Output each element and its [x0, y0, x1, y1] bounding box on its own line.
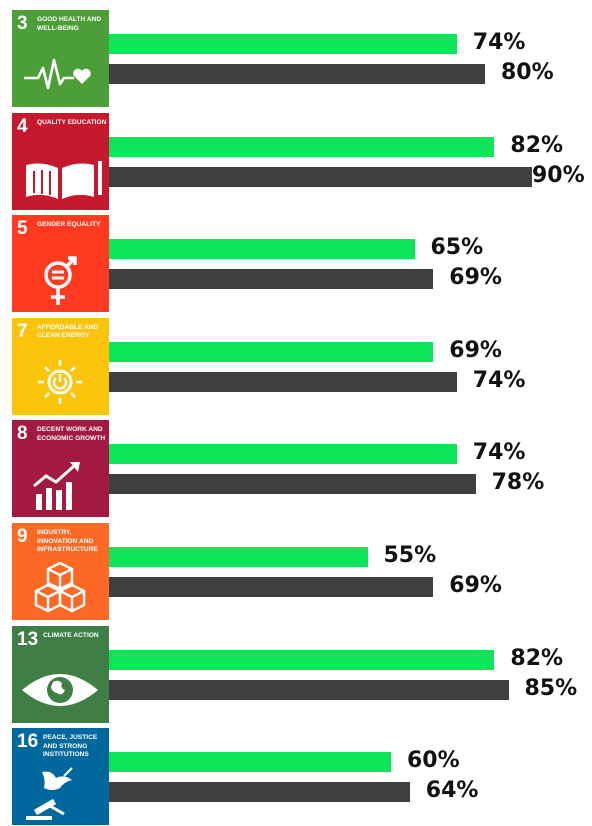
- sdg-goal-tile: 5 GENDER EQUALITY: [12, 215, 109, 313]
- value-label-series-1: 74%: [472, 30, 526, 55]
- bar-series-1: [109, 547, 368, 567]
- sdg-goal-name: QUALITY EDUCATION: [37, 118, 107, 126]
- chart-row: 4 QUALITY EDUCATION 82% 90%: [12, 112, 592, 211]
- value-label-series-2: 74%: [472, 367, 526, 393]
- sdg-goal-number: 8: [17, 423, 28, 445]
- sdg-goal-tile: 16 PEACE, JUSTICE AND STRONG INSTITUTIONS: [12, 728, 109, 826]
- sdg-goal-number: 13: [17, 628, 39, 650]
- sdg-goal-number: 4: [17, 115, 28, 137]
- value-label-series-1: 55%: [383, 543, 437, 568]
- sdg-goal-tile: 8 DECENT WORK AND ECONOMIC GROWTH: [12, 420, 109, 518]
- sdg-goal-name: PEACE, JUSTICE AND STRONG INSTITUTIONS: [43, 734, 98, 759]
- value-label-series-2: 69%: [449, 265, 502, 291]
- bar-series-2: [109, 577, 434, 597]
- chart-row: 13 CLIMATE ACTION 82% 85%: [12, 625, 592, 724]
- value-label-series-2: 69%: [449, 573, 502, 598]
- sdg-goal-number: 3: [17, 13, 28, 34]
- sdg-goal-number: 7: [17, 320, 28, 342]
- sdg-goal-number: 5: [17, 218, 28, 240]
- value-label-series-1: 74%: [472, 440, 526, 466]
- value-label-series-1: 82%: [510, 132, 564, 158]
- bar-series-1: [109, 341, 434, 362]
- gender-equality-icon: [44, 256, 77, 306]
- chart-row: 5 GENDER EQUALITY 65% 69%: [12, 215, 592, 313]
- sdg-goal-tile: 7 AFFORDABLE AND CLEAN ENERGY: [12, 317, 109, 415]
- sdg-goal-name: GOOD HEALTH AND WELL-BEING: [37, 16, 102, 32]
- book-icon: [26, 160, 102, 199]
- value-label-series-2: 80%: [501, 60, 554, 85]
- chart-row: 3 GOOD HEALTH AND WELL-BEING 74% 80%: [12, 10, 592, 108]
- bar-series-1: [109, 136, 495, 157]
- eye-globe-icon: [22, 673, 98, 706]
- bar-series-1: [109, 752, 391, 773]
- value-label-series-2: 85%: [524, 675, 578, 701]
- value-label-series-1: 82%: [510, 645, 564, 671]
- chart-row: 16 PEACE, JUSTICE AND STRONG INSTITUTIONS…: [12, 728, 592, 826]
- chart-row: 9 INDUSTRY, INNOVATION AND INFRASTRUCTURE…: [12, 523, 592, 621]
- bar-series-2: [109, 782, 410, 803]
- growth-chart-icon: [33, 462, 80, 511]
- sdg-goal-name: INDUSTRY, INNOVATION AND INFRASTRUCTURE: [37, 529, 98, 553]
- bar-series-2: [109, 269, 434, 290]
- sdg-goal-tile: 9 INDUSTRY, INNOVATION AND INFRASTRUCTURE: [12, 523, 109, 620]
- sdg-goal-number: 9: [17, 526, 28, 547]
- sdg-goal-name: DECENT WORK AND ECONOMIC GROWTH: [37, 426, 106, 442]
- value-label-series-2: 90%: [532, 162, 585, 188]
- sdg-goal-tile: 4 QUALITY EDUCATION: [12, 112, 109, 210]
- bar-series-2: [109, 679, 509, 700]
- bar-series-1: [109, 239, 415, 260]
- heartbeat-icon: [24, 58, 91, 90]
- bar-series-1: [109, 34, 457, 54]
- value-label-series-1: 60%: [407, 748, 460, 774]
- bar-series-2: [109, 474, 476, 495]
- cubes-icon: [34, 561, 86, 613]
- value-label-series-1: 65%: [430, 235, 484, 261]
- value-label-series-1: 69%: [449, 337, 502, 363]
- sdg-goal-tile: 13 CLIMATE ACTION: [12, 625, 109, 723]
- sdg-goal-name: AFFORDABLE AND CLEAN ENERGY: [37, 323, 99, 340]
- sdg-goal-name: GENDER EQUALITY: [37, 221, 101, 229]
- dove-gavel-icon: [26, 767, 73, 821]
- sdg-goal-name: CLIMATE ACTION: [43, 631, 99, 639]
- bar-series-1: [109, 649, 495, 670]
- chart-row: 7 AFFORDABLE AND CLEAN ENERGY 69% 74%: [12, 317, 592, 416]
- bar-series-2: [109, 371, 457, 392]
- value-label-series-2: 64%: [425, 778, 479, 804]
- bar-series-1: [109, 444, 457, 465]
- sun-power-icon: [38, 359, 82, 404]
- sdg-goal-number: 16: [17, 731, 39, 753]
- value-label-series-2: 78%: [491, 470, 545, 496]
- bar-series-2: [109, 64, 485, 84]
- sdg-goal-tile: 3 GOOD HEALTH AND WELL-BEING: [12, 10, 109, 107]
- chart-row: 8 DECENT WORK AND ECONOMIC GROWTH 74% 78%: [12, 420, 592, 518]
- bar-series-2: [109, 166, 532, 187]
